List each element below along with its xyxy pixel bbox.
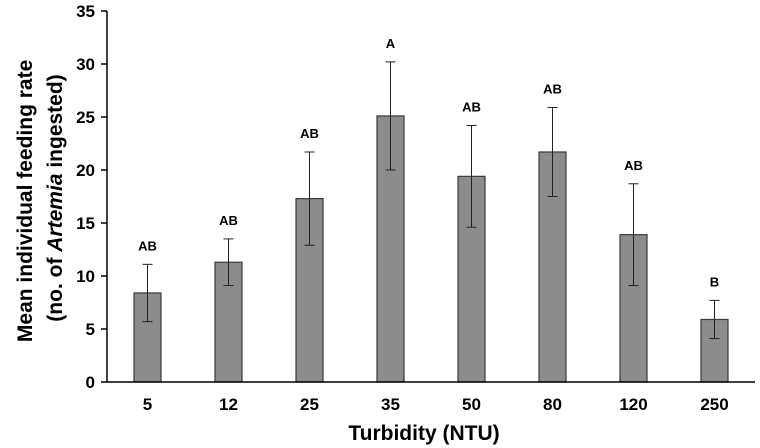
x-tick-label: 12 (219, 395, 238, 414)
y-tick-label: 35 (76, 2, 95, 21)
x-tick-label: 25 (300, 395, 319, 414)
y-axis: 0 5 10 15 20 25 30 35 (76, 2, 108, 392)
significance-label: AB (624, 158, 643, 173)
x-axis-title: Turbidity (NTU) (348, 422, 499, 445)
significance-label: AB (300, 126, 319, 141)
y-tick-label: 30 (76, 55, 95, 74)
significance-label: AB (462, 99, 481, 114)
y-axis-title: Mean individual feeding rate (no. of Art… (14, 54, 67, 342)
y-tick-label: 5 (86, 320, 95, 339)
x-tick-label: 250 (700, 395, 728, 414)
significance-label: AB (543, 81, 562, 96)
y-tick-label: 0 (86, 373, 95, 392)
significance-label: A (386, 36, 396, 51)
y-axis-title-line2: (no. of Artemia ingested) (44, 74, 67, 321)
y-axis-title-italic: Artemia (44, 173, 67, 253)
significance-label: AB (138, 238, 157, 253)
significance-label: B (710, 274, 719, 289)
x-tick-label: 35 (381, 395, 400, 414)
bars: AB AB AB A AB AB AB B (133, 36, 729, 383)
x-tick-label: 80 (543, 395, 562, 414)
y-tick-label: 20 (76, 161, 95, 180)
y-axis-title-suffix: ingested) (44, 74, 67, 173)
y-axis-title-line1: Mean individual feeding rate (14, 60, 37, 342)
y-tick-label: 25 (76, 108, 95, 127)
x-axis: 5 12 25 35 50 80 120 250 (107, 381, 755, 414)
significance-label: AB (219, 213, 238, 228)
x-tick-label: 120 (619, 395, 647, 414)
y-axis-title-prefix: (no. of (44, 252, 67, 322)
x-tick-label: 50 (462, 395, 481, 414)
y-tick-label: 15 (76, 214, 95, 233)
y-tick-label: 10 (76, 267, 95, 286)
x-tick-label: 5 (143, 395, 152, 414)
